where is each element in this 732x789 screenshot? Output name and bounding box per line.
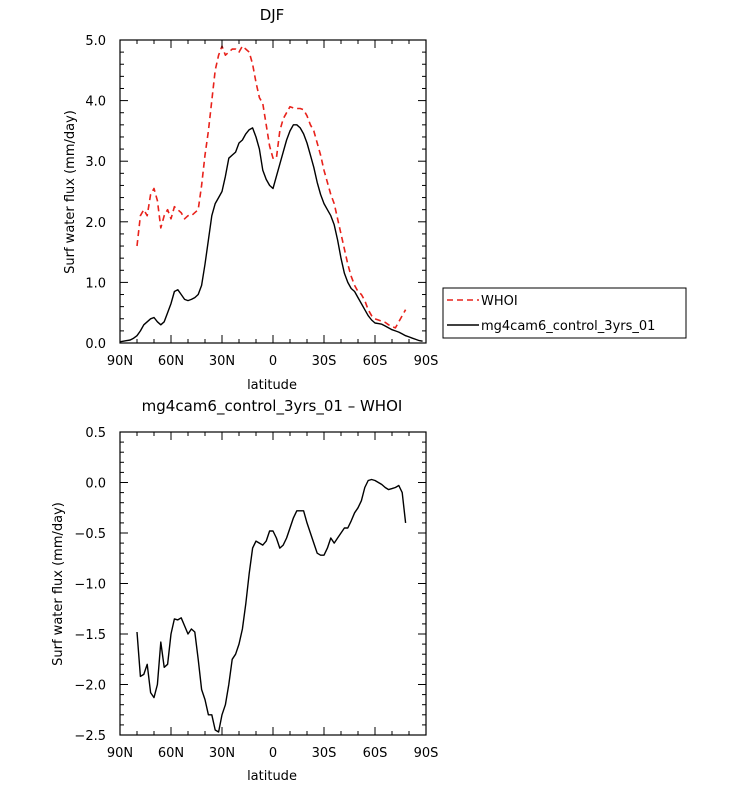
legend-box bbox=[442, 287, 687, 339]
bottom-y-tick-label: −1.5 bbox=[74, 628, 106, 643]
top-plot-frame bbox=[119, 39, 427, 344]
top-chart-title: DJF bbox=[260, 6, 285, 24]
bottom-y-tick-label: 0.5 bbox=[85, 426, 106, 441]
bottom-plot-frame bbox=[119, 431, 427, 736]
top-ticks: 90N 60N 30N 0 30S 60S 90S 0.0 1.0 2.0 3.0 4.0 5.0 bbox=[85, 34, 438, 369]
top-x-tick-label: 30N bbox=[209, 354, 235, 369]
bottom-y-tick-label: −1.0 bbox=[74, 578, 106, 593]
bottom-y-tick-label: −2.5 bbox=[74, 729, 106, 744]
top-x-tick-label: 30S bbox=[312, 354, 337, 369]
top-y-tick-label: 3.0 bbox=[85, 155, 106, 170]
top-lines bbox=[119, 45, 423, 343]
legend: WHOI mg4cam6_control_3yrs_01 bbox=[442, 287, 687, 339]
bottom-y-tick-label: 0.0 bbox=[85, 477, 106, 492]
bottom-panel: mg4cam6_control_3yrs_01 – WHOI 90N 60N 30N… bbox=[51, 397, 438, 784]
bottom-x-axis-label: latitude bbox=[247, 769, 297, 784]
top-x-tick-label: 0 bbox=[269, 354, 277, 369]
bottom-x-tick-label: 30N bbox=[209, 746, 235, 761]
legend-label-whoi: WHOI bbox=[481, 294, 518, 309]
bottom-x-tick-label: 60N bbox=[158, 746, 184, 761]
top-y-tick-label: 0.0 bbox=[85, 337, 106, 352]
bottom-lines bbox=[136, 478, 407, 733]
bottom-x-tick-label: 60S bbox=[363, 746, 388, 761]
top-y-axis-label: Surf water flux (mm/day) bbox=[63, 110, 78, 274]
bottom-ticks: 90N 60N 30N 0 30S 60S 90S −2.5 −2.0 −1.5 −1.0 −0.5 0… bbox=[74, 426, 438, 761]
bottom-x-tick-label: 90S bbox=[414, 746, 439, 761]
bottom-x-tick-label: 90N bbox=[107, 746, 133, 761]
top-y-tick-label: 1.0 bbox=[85, 276, 106, 291]
top-y-tick-label: 5.0 bbox=[85, 34, 106, 49]
bottom-y-axis-label: Surf water flux (mm/day) bbox=[51, 502, 66, 666]
top-x-tick-label: 60S bbox=[363, 354, 388, 369]
bottom-chart-title: mg4cam6_control_3yrs_01 – WHOI bbox=[142, 397, 403, 416]
bottom-series-line-difference bbox=[136, 478, 407, 733]
top-series-line-whoi bbox=[136, 45, 407, 329]
top-y-tick-label: 4.0 bbox=[85, 95, 106, 110]
top-y-tick-label: 2.0 bbox=[85, 216, 106, 231]
bottom-y-tick-label: −0.5 bbox=[74, 527, 106, 542]
top-x-tick-label: 90N bbox=[107, 354, 133, 369]
bottom-y-tick-label: −2.0 bbox=[74, 679, 106, 694]
top-x-tick-label: 90S bbox=[414, 354, 439, 369]
top-x-axis-label: latitude bbox=[247, 378, 297, 393]
bottom-x-tick-label: 30S bbox=[312, 746, 337, 761]
top-panel: DJF 90N 60N 30N 0 30S 60S 90S 0.0 1.0 2.0 3.0 4.0 5.… bbox=[63, 6, 687, 393]
bottom-x-tick-label: 0 bbox=[269, 746, 277, 761]
top-x-tick-label: 60N bbox=[158, 354, 184, 369]
top-series-line-mg4cam6-control-3yrs-01 bbox=[119, 124, 423, 343]
legend-label-model: mg4cam6_control_3yrs_01 bbox=[481, 319, 655, 334]
